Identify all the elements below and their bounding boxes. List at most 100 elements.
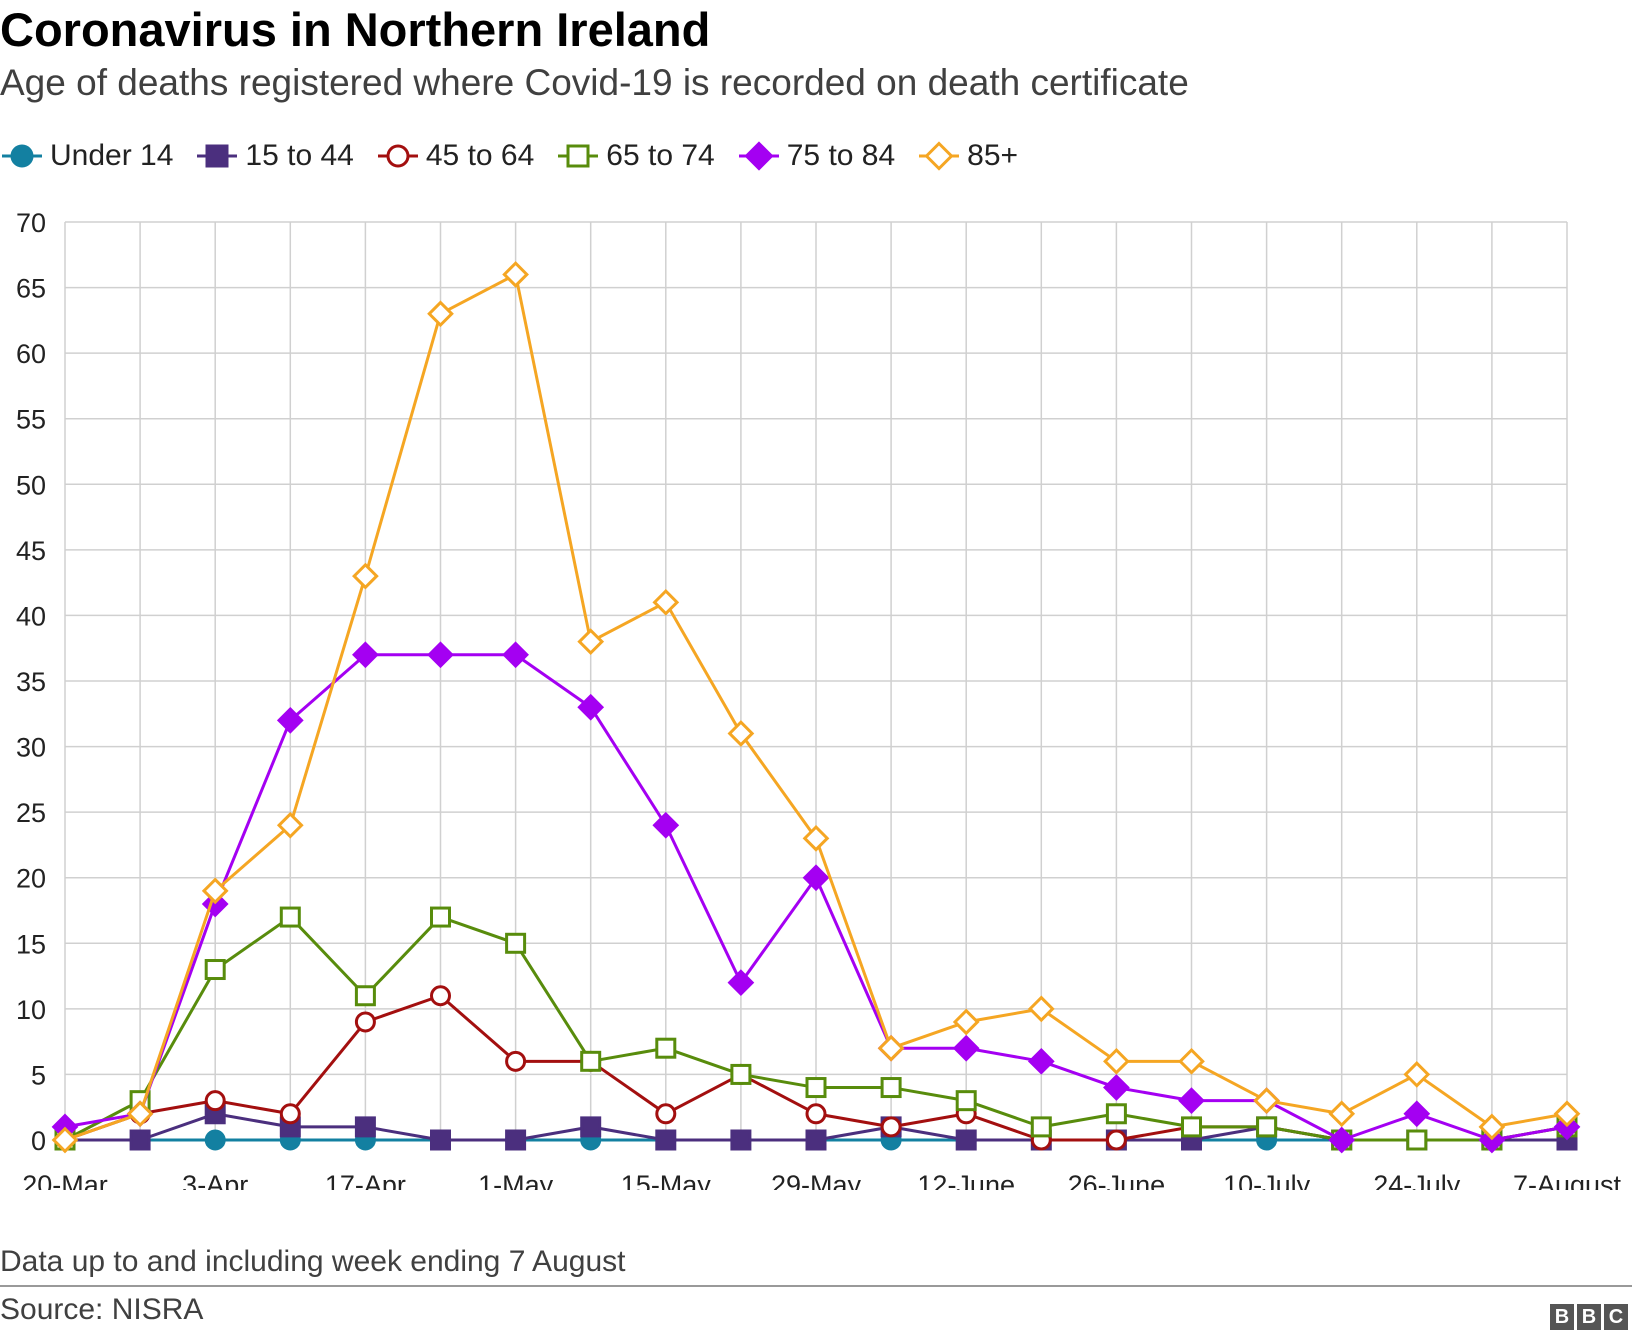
y-tick-label: 70: [16, 208, 46, 238]
legend-item: 85+: [917, 134, 1018, 178]
data-point: [354, 985, 376, 1007]
data-point: [430, 985, 451, 1007]
data-point: [955, 1090, 977, 1112]
data-point: [505, 1050, 527, 1072]
x-tick-label: 17-Apr: [325, 1170, 406, 1190]
data-point: [129, 1129, 151, 1151]
y-tick-label: 40: [16, 601, 46, 631]
legend-label: Under 14: [50, 139, 174, 172]
y-tick-label: 15: [16, 929, 46, 959]
bbc-logo: B B C: [1547, 1304, 1628, 1330]
y-tick-label: 25: [16, 798, 46, 828]
data-point: [652, 811, 680, 839]
data-point: [805, 1129, 827, 1151]
data-point: [1328, 1100, 1356, 1128]
x-tick-label: 24-July: [1373, 1170, 1461, 1190]
data-point: [577, 628, 605, 656]
data-point: [352, 562, 379, 590]
data-point: [1105, 1129, 1127, 1151]
footer-divider: [0, 1285, 1632, 1287]
data-point: [276, 706, 304, 734]
data-point: [1105, 1103, 1127, 1125]
y-tick-label: 30: [16, 733, 46, 763]
x-tick-label: 10-July: [1223, 1170, 1311, 1190]
data-point: [1253, 1087, 1280, 1115]
x-tick-label: 3-Apr: [182, 1170, 248, 1190]
data-point: [730, 1129, 752, 1151]
legend-label: 75 to 84: [786, 139, 896, 172]
data-point: [502, 641, 529, 669]
data-point: [805, 1103, 827, 1125]
source-label: Source: NISRA: [0, 1293, 204, 1326]
data-point: [1103, 1047, 1130, 1075]
footnote: Data up to and including week ending 7 A…: [0, 1245, 626, 1278]
data-point: [354, 1011, 376, 1033]
y-tick-label: 55: [16, 405, 46, 435]
data-point: [1403, 1100, 1431, 1128]
data-point: [430, 906, 451, 928]
data-point: [805, 1077, 827, 1099]
data-point: [727, 969, 755, 996]
y-tick-label: 0: [31, 1126, 46, 1156]
gridlines: [64, 221, 1568, 1141]
data-point: [279, 906, 301, 928]
data-point: [204, 1090, 226, 1112]
bbc-logo-letter: B: [1550, 1304, 1574, 1330]
data-point: [1478, 1113, 1506, 1141]
x-tick-label: 15-May: [621, 1170, 712, 1190]
data-point: [1027, 1047, 1055, 1075]
data-point: [652, 588, 680, 616]
data-point: [279, 1103, 301, 1125]
legend-item: 45 to 64: [376, 134, 534, 178]
data-point: [505, 1129, 527, 1151]
data-point: [204, 1129, 226, 1151]
y-tick-label: 10: [16, 995, 46, 1025]
legend-item: 15 to 44: [195, 134, 354, 178]
data-point: [727, 720, 755, 747]
bbc-logo-letter: C: [1604, 1304, 1628, 1330]
legend-symbol: [924, 141, 954, 171]
legend-symbol: [10, 144, 34, 168]
data-point: [505, 932, 527, 954]
data-point: [1403, 1061, 1431, 1088]
data-point: [655, 1037, 677, 1059]
legend-symbol: [386, 144, 410, 168]
data-point: [580, 1050, 602, 1072]
data-point: [1178, 1047, 1205, 1075]
legend-label: 15 to 44: [245, 139, 354, 172]
chart-title: Coronavirus in Northern Ireland: [0, 3, 711, 56]
data-point: [880, 1116, 902, 1138]
y-tick-label: 45: [16, 536, 46, 566]
data-point: [655, 1129, 677, 1151]
legend-symbol: [205, 144, 229, 168]
data-point: [352, 641, 379, 669]
chart-subtitle: Age of deaths registered where Covid-19 …: [0, 62, 1189, 103]
data-point: [1553, 1100, 1581, 1128]
y-tick-label: 20: [16, 864, 46, 894]
legend-symbol: [566, 144, 590, 168]
data-point: [1328, 1126, 1356, 1154]
data-point: [877, 1034, 905, 1062]
data-point: [1027, 995, 1055, 1023]
data-point: [51, 1126, 79, 1154]
legend-label: 45 to 64: [425, 139, 535, 172]
x-tick-label: 12-June: [917, 1170, 1015, 1190]
x-tick-label: 20-Mar: [22, 1170, 108, 1190]
line-chart: 0 5 10 15 20 25 30 35 40 45 50 55 60 65 70 20-Mar 3-Apr 1…: [16, 208, 1622, 1190]
data-point: [427, 300, 454, 328]
legend-marker-icon: [558, 144, 599, 168]
legend-marker-icon: [197, 144, 238, 168]
data-point: [952, 1008, 980, 1036]
data-point: [730, 1063, 752, 1085]
data-point: [1256, 1116, 1278, 1138]
legend-label: 85+: [967, 139, 1019, 172]
data-point: [655, 1103, 677, 1125]
data-point: [802, 864, 830, 892]
y-tick-label: 60: [16, 339, 46, 369]
data-point: [1103, 1074, 1130, 1101]
bbc-logo-letter: B: [1577, 1304, 1601, 1330]
x-tick-label: 7-August: [1513, 1170, 1622, 1190]
data-point: [802, 825, 830, 852]
legend-marker-icon: [2, 144, 42, 168]
legend-item: 65 to 74: [556, 134, 715, 178]
